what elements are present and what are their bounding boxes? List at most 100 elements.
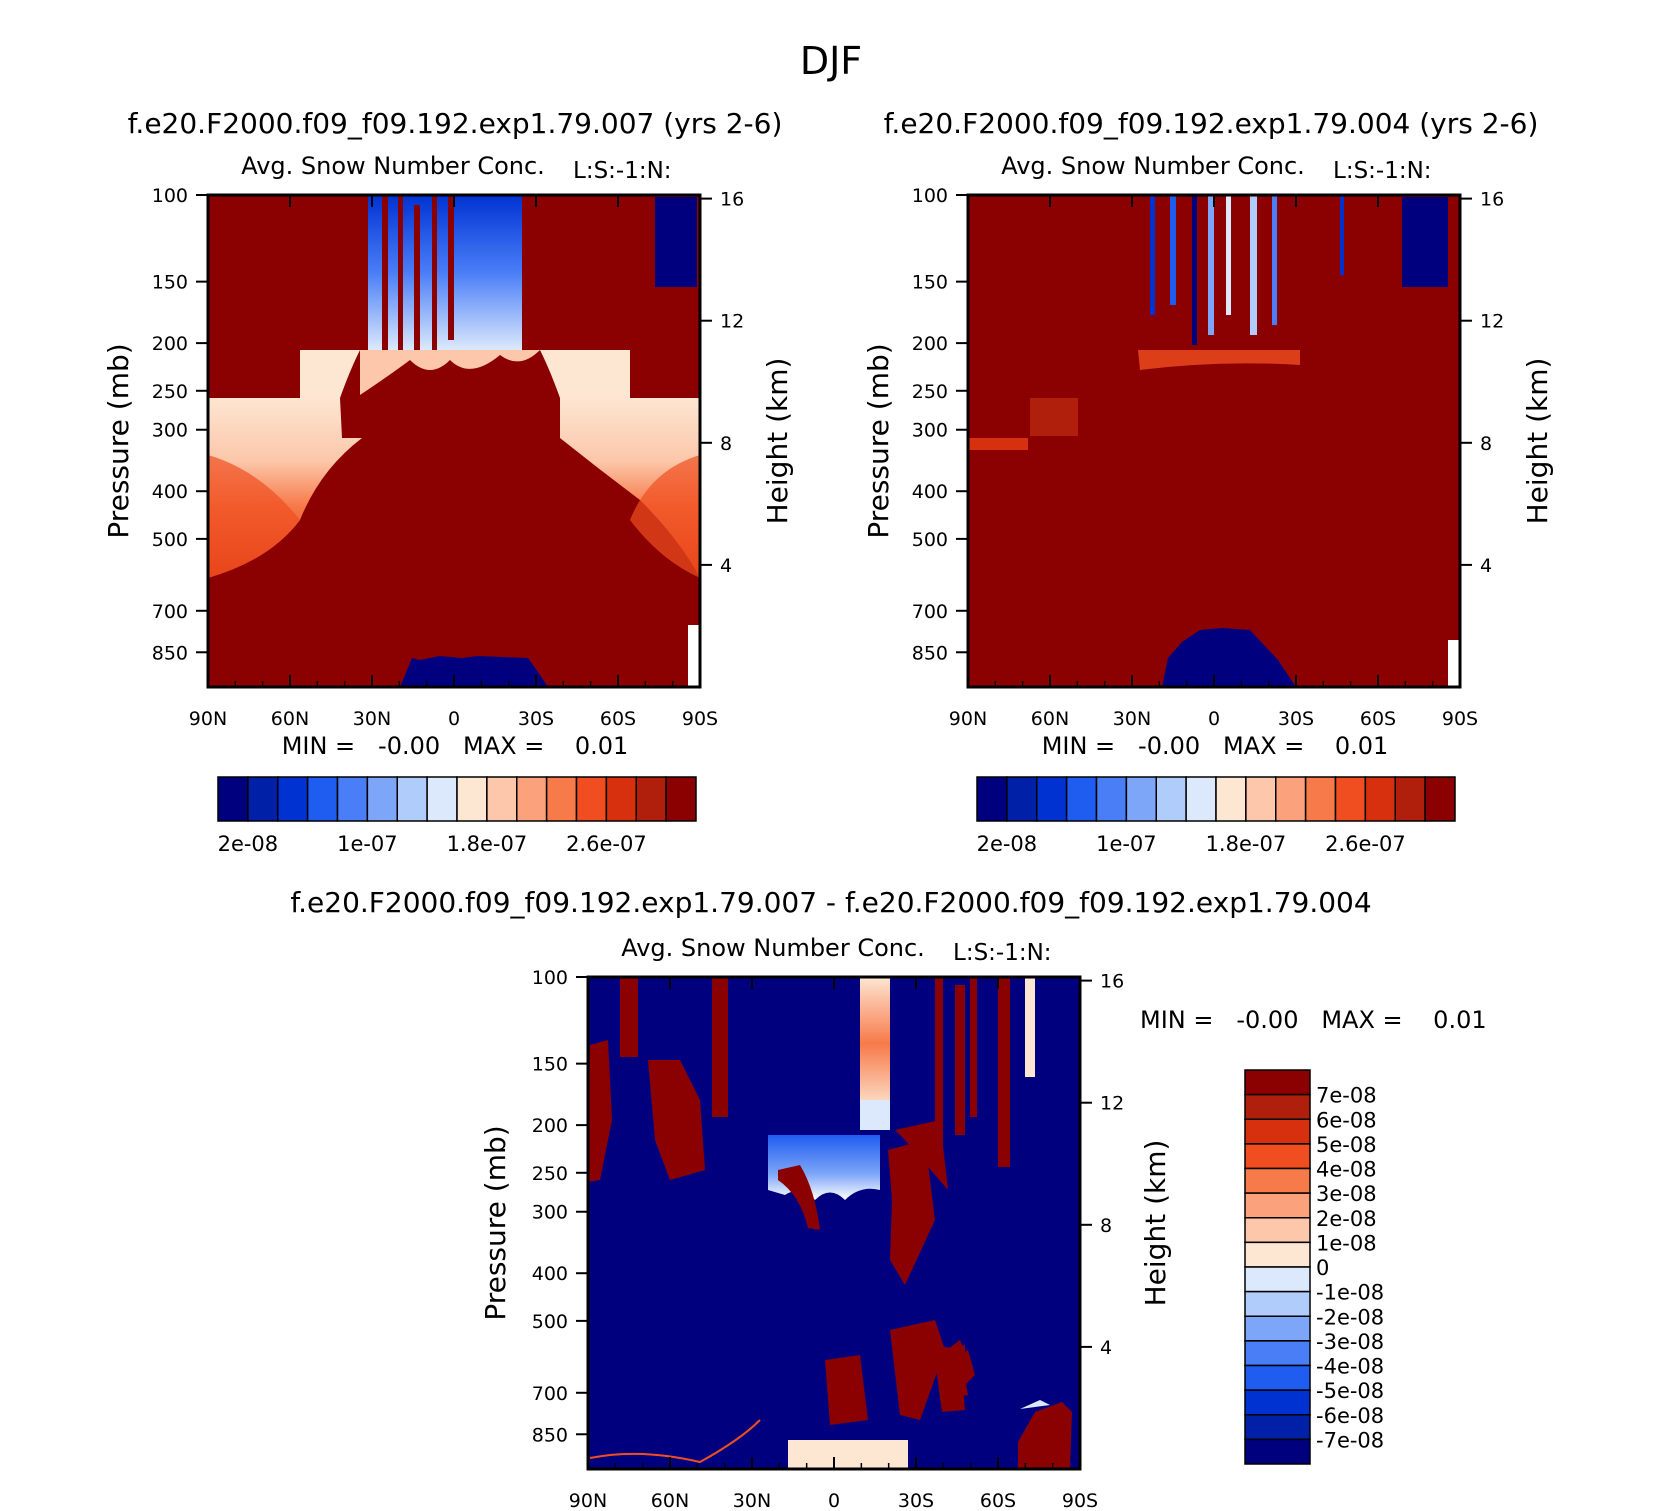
y-tick-label: 850 <box>532 1424 568 1446</box>
colorbar-swatch <box>247 776 279 822</box>
y-axis-right-label: Height (km) <box>1521 358 1554 525</box>
y-tick-label: 400 <box>152 481 188 503</box>
y-tick-label: 400 <box>532 1263 568 1285</box>
y-tick-label: 100 <box>912 185 948 207</box>
colorbar: 2e-08 1e-07 1.8e-07 2.6e-07 <box>976 776 1456 856</box>
y-tick-label: 500 <box>152 529 188 551</box>
colorbar-swatch <box>396 776 428 822</box>
colorbar-label: 6e-08 <box>1316 1108 1377 1132</box>
y-right-tick-label: 8 <box>720 433 732 455</box>
y-tick-label: 300 <box>152 420 188 442</box>
colorbar-label: 1e-08 <box>1316 1231 1377 1255</box>
figure-title: DJF <box>800 39 862 83</box>
y-tick-label: 300 <box>912 420 948 442</box>
colorbar-swatch <box>1244 1069 1311 1096</box>
min-max-stats: MIN = -0.00 MAX = 0.01 <box>1042 732 1389 760</box>
colorbar-swatch <box>306 776 339 822</box>
x-tick-label: 30N <box>1113 708 1151 730</box>
y-axis-right-label: Height (km) <box>761 358 794 525</box>
y-tick-label: 700 <box>152 601 188 623</box>
top-right-heading: f.e20.F2000.f09_f09.192.exp1.79.004 (yrs… <box>884 107 1539 140</box>
panel-title: Avg. Snow Number Conc. <box>1001 152 1305 180</box>
y-tick-label: 850 <box>912 642 948 664</box>
colorbar-swatch <box>1244 1414 1311 1441</box>
y-tick-label: 300 <box>532 1202 568 1224</box>
colorbar-label: 1e-07 <box>1096 832 1157 856</box>
x-tick-label: 60S <box>600 708 636 730</box>
colorbar-label: -6e-08 <box>1316 1404 1384 1428</box>
y-right-tick-label: 16 <box>720 189 744 211</box>
panel-diff: Avg. Snow Number Conc. L:S:-1:N: <box>479 934 1487 1511</box>
x-tick-label: 90S <box>682 708 718 730</box>
colorbar-swatch <box>1244 1143 1311 1170</box>
colorbar-swatch <box>1244 1290 1311 1317</box>
colorbar-swatch <box>1244 1241 1311 1268</box>
colorbar-label: 2e-08 <box>1316 1207 1377 1231</box>
colorbar-label: 2.6e-07 <box>566 832 647 856</box>
colorbar-swatch <box>1275 776 1307 822</box>
colorbar-label: -2e-08 <box>1316 1305 1384 1329</box>
colorbar-swatch <box>1185 776 1217 822</box>
y-tick-label: 700 <box>912 601 948 623</box>
colorbar-swatch <box>575 776 608 822</box>
colorbar-label: 1.8e-07 <box>447 832 528 856</box>
colorbar-label: -3e-08 <box>1316 1330 1384 1354</box>
colorbar-label: 4e-08 <box>1316 1158 1377 1182</box>
colorbar-swatch <box>1244 1093 1311 1120</box>
colorbar-swatch <box>605 776 637 822</box>
x-tick-label: 0 <box>1208 708 1220 730</box>
y-tick-label: 150 <box>152 272 188 294</box>
min-max-stats: MIN = -0.00 MAX = 0.01 <box>1140 1006 1487 1034</box>
colorbar-swatch <box>456 776 488 822</box>
colorbar-swatch <box>426 776 458 822</box>
panel-subtitle: L:S:-1:N: <box>953 940 1052 966</box>
y-axis-right-label: Height (km) <box>1139 1140 1172 1307</box>
colorbar-label: 2e-08 <box>218 832 279 856</box>
x-tick-label: 60N <box>651 1490 689 1511</box>
colorbar-label: 1.8e-07 <box>1206 832 1287 856</box>
colorbar-swatch <box>976 776 1008 822</box>
y-tick-label: 200 <box>532 1115 568 1137</box>
colorbar-swatch <box>1244 1364 1311 1391</box>
colorbar-swatch <box>336 776 369 822</box>
colorbar-swatch <box>1334 776 1367 822</box>
colorbar-swatch <box>1155 776 1187 822</box>
x-tick-label: 30S <box>898 1490 934 1511</box>
colorbar-label: -7e-08 <box>1316 1428 1384 1452</box>
colorbar-label: 1e-07 <box>337 832 398 856</box>
y-tick-label: 250 <box>152 381 188 403</box>
y-tick-label: 100 <box>152 185 188 207</box>
y-tick-label: 400 <box>912 481 948 503</box>
colorbar-swatch <box>1244 1438 1311 1465</box>
colorbar-swatch <box>1036 776 1068 822</box>
colorbar: 2e-08 1e-07 1.8e-07 2.6e-07 <box>217 776 697 856</box>
y-tick-label: 200 <box>152 333 188 355</box>
colorbar-swatch <box>277 776 309 822</box>
y-tick-label: 500 <box>532 1311 568 1333</box>
min-max-stats: MIN = -0.00 MAX = 0.01 <box>282 732 629 760</box>
colorbar-swatch <box>1244 1167 1311 1194</box>
colorbar: 7e-086e-085e-084e-083e-082e-081e-080-1e-… <box>1244 1069 1384 1465</box>
y-right-tick-label: 8 <box>1480 433 1492 455</box>
y-tick-label: 200 <box>912 333 948 355</box>
panel-subtitle: L:S:-1:N: <box>573 158 672 184</box>
colorbar-label: 2.6e-07 <box>1325 832 1406 856</box>
colorbar-swatch <box>1245 776 1277 822</box>
y-right-tick-label: 16 <box>1480 189 1504 211</box>
colorbar-swatch <box>1215 776 1247 822</box>
x-tick-label: 90N <box>569 1490 607 1511</box>
x-tick-label: 0 <box>828 1490 840 1511</box>
colorbar-swatch <box>486 776 518 822</box>
colorbar-swatch <box>1244 1217 1311 1244</box>
y-right-tick-label: 12 <box>1480 311 1504 333</box>
colorbar-swatch <box>217 776 249 822</box>
y-tick-label: 150 <box>912 272 948 294</box>
x-tick-label: 60N <box>271 708 309 730</box>
contour-field <box>208 195 700 687</box>
y-axis-label: Pressure (mb) <box>102 343 135 538</box>
colorbar-swatch <box>1394 776 1426 822</box>
contour-field <box>588 977 1080 1469</box>
y-right-tick-label: 4 <box>1100 1337 1112 1359</box>
y-right-tick-label: 12 <box>720 311 744 333</box>
